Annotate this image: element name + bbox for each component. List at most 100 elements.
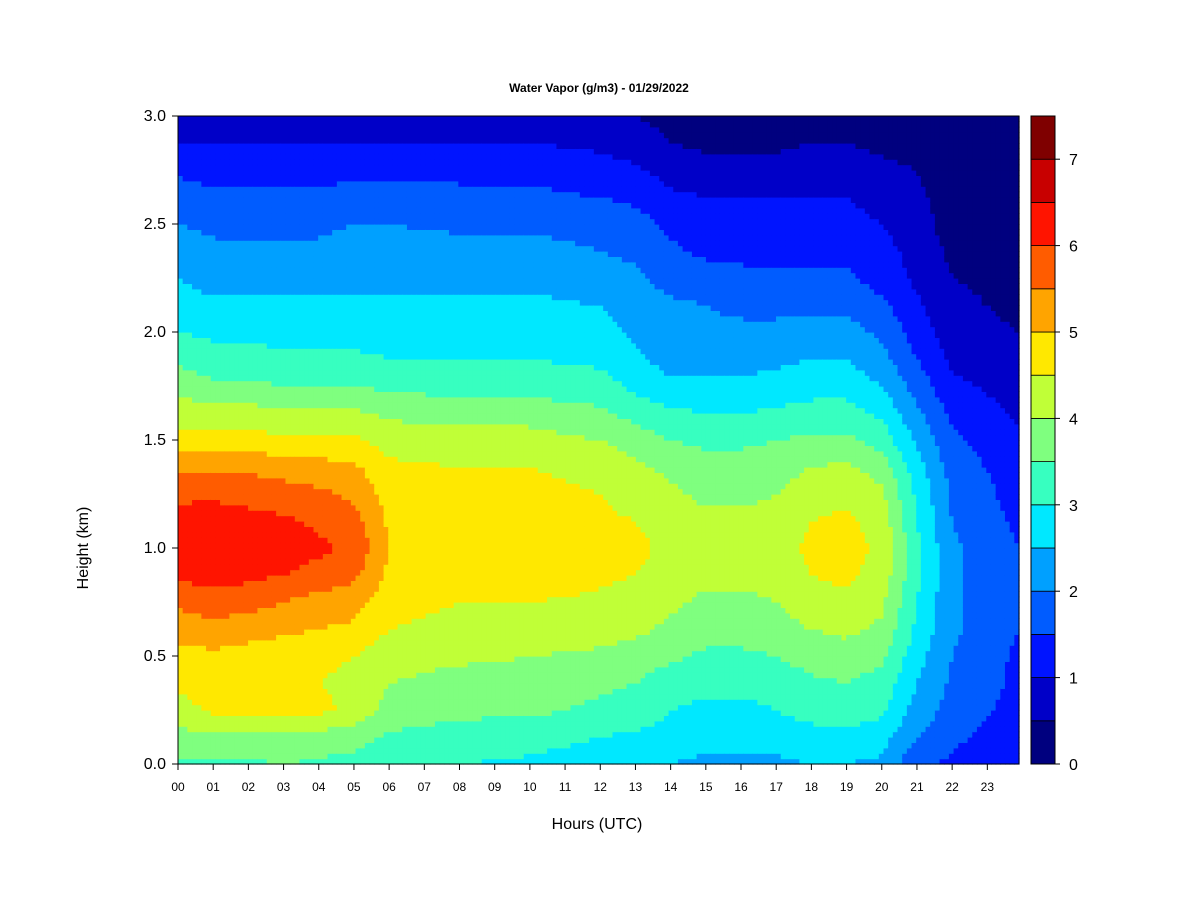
heatmap-cell xyxy=(215,240,220,246)
heatmap-cell xyxy=(351,337,356,343)
heatmap-cell xyxy=(285,445,290,451)
heatmap-cell xyxy=(276,175,281,181)
heatmap-cell xyxy=(178,165,183,171)
heatmap-cell xyxy=(267,742,272,748)
heatmap-cell xyxy=(183,521,188,527)
heatmap-cell xyxy=(262,715,267,721)
heatmap-cell xyxy=(276,273,281,279)
heatmap-cell xyxy=(183,127,188,133)
heatmap-cell xyxy=(220,516,225,522)
heatmap-cell xyxy=(257,359,262,365)
heatmap-cell xyxy=(267,553,272,559)
heatmap-cell xyxy=(253,435,258,441)
heatmap-cell xyxy=(234,624,239,630)
heatmap-cell xyxy=(323,521,328,527)
heatmap-cell xyxy=(183,532,188,538)
heatmap-cell xyxy=(328,213,333,219)
heatmap-cell xyxy=(248,472,253,478)
heatmap-cell xyxy=(356,451,361,457)
heatmap-cell xyxy=(276,267,281,273)
heatmap-cell xyxy=(271,543,276,549)
heatmap-cell xyxy=(197,505,202,511)
heatmap-cell xyxy=(290,267,295,273)
heatmap-cell xyxy=(201,240,206,246)
heatmap-cell xyxy=(360,624,365,630)
heatmap-cell xyxy=(328,656,333,662)
heatmap-cell xyxy=(201,316,206,322)
heatmap-cell xyxy=(313,440,318,446)
heatmap-cell xyxy=(234,537,239,543)
heatmap-cell xyxy=(211,300,216,306)
heatmap-cell xyxy=(346,321,351,327)
heatmap-cell xyxy=(290,246,295,252)
heatmap-cell xyxy=(318,710,323,716)
heatmap-cell xyxy=(267,300,272,306)
heatmap-cell xyxy=(187,235,192,241)
heatmap-cell xyxy=(342,327,347,333)
heatmap-cell xyxy=(351,224,356,230)
heatmap-cell xyxy=(281,645,286,651)
heatmap-cell xyxy=(267,651,272,657)
heatmap-cell xyxy=(192,192,197,198)
heatmap-cell xyxy=(187,343,192,349)
heatmap-cell xyxy=(197,742,202,748)
heatmap-cell xyxy=(197,397,202,403)
heatmap-cell xyxy=(234,159,239,165)
heatmap-cell xyxy=(220,386,225,392)
heatmap-cell xyxy=(351,278,356,284)
heatmap-cell xyxy=(360,521,365,527)
heatmap-cell xyxy=(365,645,370,651)
heatmap-cell xyxy=(295,408,300,414)
heatmap-cell xyxy=(337,186,342,192)
heatmap-cell xyxy=(257,283,262,289)
heatmap-cell xyxy=(281,316,286,322)
heatmap-cell xyxy=(187,715,192,721)
heatmap-cell xyxy=(295,613,300,619)
heatmap-cell xyxy=(318,202,323,208)
heatmap-cell xyxy=(290,732,295,738)
heatmap-cell xyxy=(267,532,272,538)
heatmap-cell xyxy=(239,327,244,333)
heatmap-cell xyxy=(346,570,351,576)
heatmap-cell xyxy=(262,175,267,181)
heatmap-cell xyxy=(276,634,281,640)
heatmap-cell xyxy=(197,305,202,311)
heatmap-cell xyxy=(323,742,328,748)
heatmap-cell xyxy=(215,597,220,603)
heatmap-cell xyxy=(271,262,276,268)
heatmap-cell xyxy=(253,327,258,333)
heatmap-cell xyxy=(178,413,183,419)
heatmap-cell xyxy=(239,737,244,743)
heatmap-cell xyxy=(276,456,281,462)
heatmap-cell xyxy=(192,251,197,257)
heatmap-cell xyxy=(370,748,375,754)
heatmap-cell xyxy=(197,370,202,376)
heatmap-cell xyxy=(253,224,258,230)
heatmap-cell xyxy=(323,391,328,397)
heatmap-cell xyxy=(295,624,300,630)
heatmap-cell xyxy=(290,375,295,381)
heatmap-cell xyxy=(318,359,323,365)
heatmap-cell xyxy=(304,327,309,333)
heatmap-cell xyxy=(239,413,244,419)
heatmap-cell xyxy=(309,478,314,484)
heatmap-cell xyxy=(211,591,216,597)
heatmap-cell xyxy=(183,343,188,349)
heatmap-cell xyxy=(187,310,192,316)
heatmap-cell xyxy=(304,737,309,743)
heatmap-cell xyxy=(187,575,192,581)
heatmap-cell xyxy=(239,699,244,705)
heatmap-cell xyxy=(262,381,267,387)
heatmap-cell xyxy=(328,742,333,748)
heatmap-cell xyxy=(313,710,318,716)
heatmap-cell xyxy=(229,489,234,495)
heatmap-cell xyxy=(239,618,244,624)
heatmap-cell xyxy=(351,381,356,387)
heatmap-cell xyxy=(318,256,323,262)
heatmap-cell xyxy=(220,748,225,754)
heatmap-cell xyxy=(206,235,211,241)
heatmap-cell xyxy=(229,516,234,522)
heatmap-cell xyxy=(299,656,304,662)
heatmap-cell xyxy=(262,408,267,414)
heatmap-cell xyxy=(211,121,216,127)
